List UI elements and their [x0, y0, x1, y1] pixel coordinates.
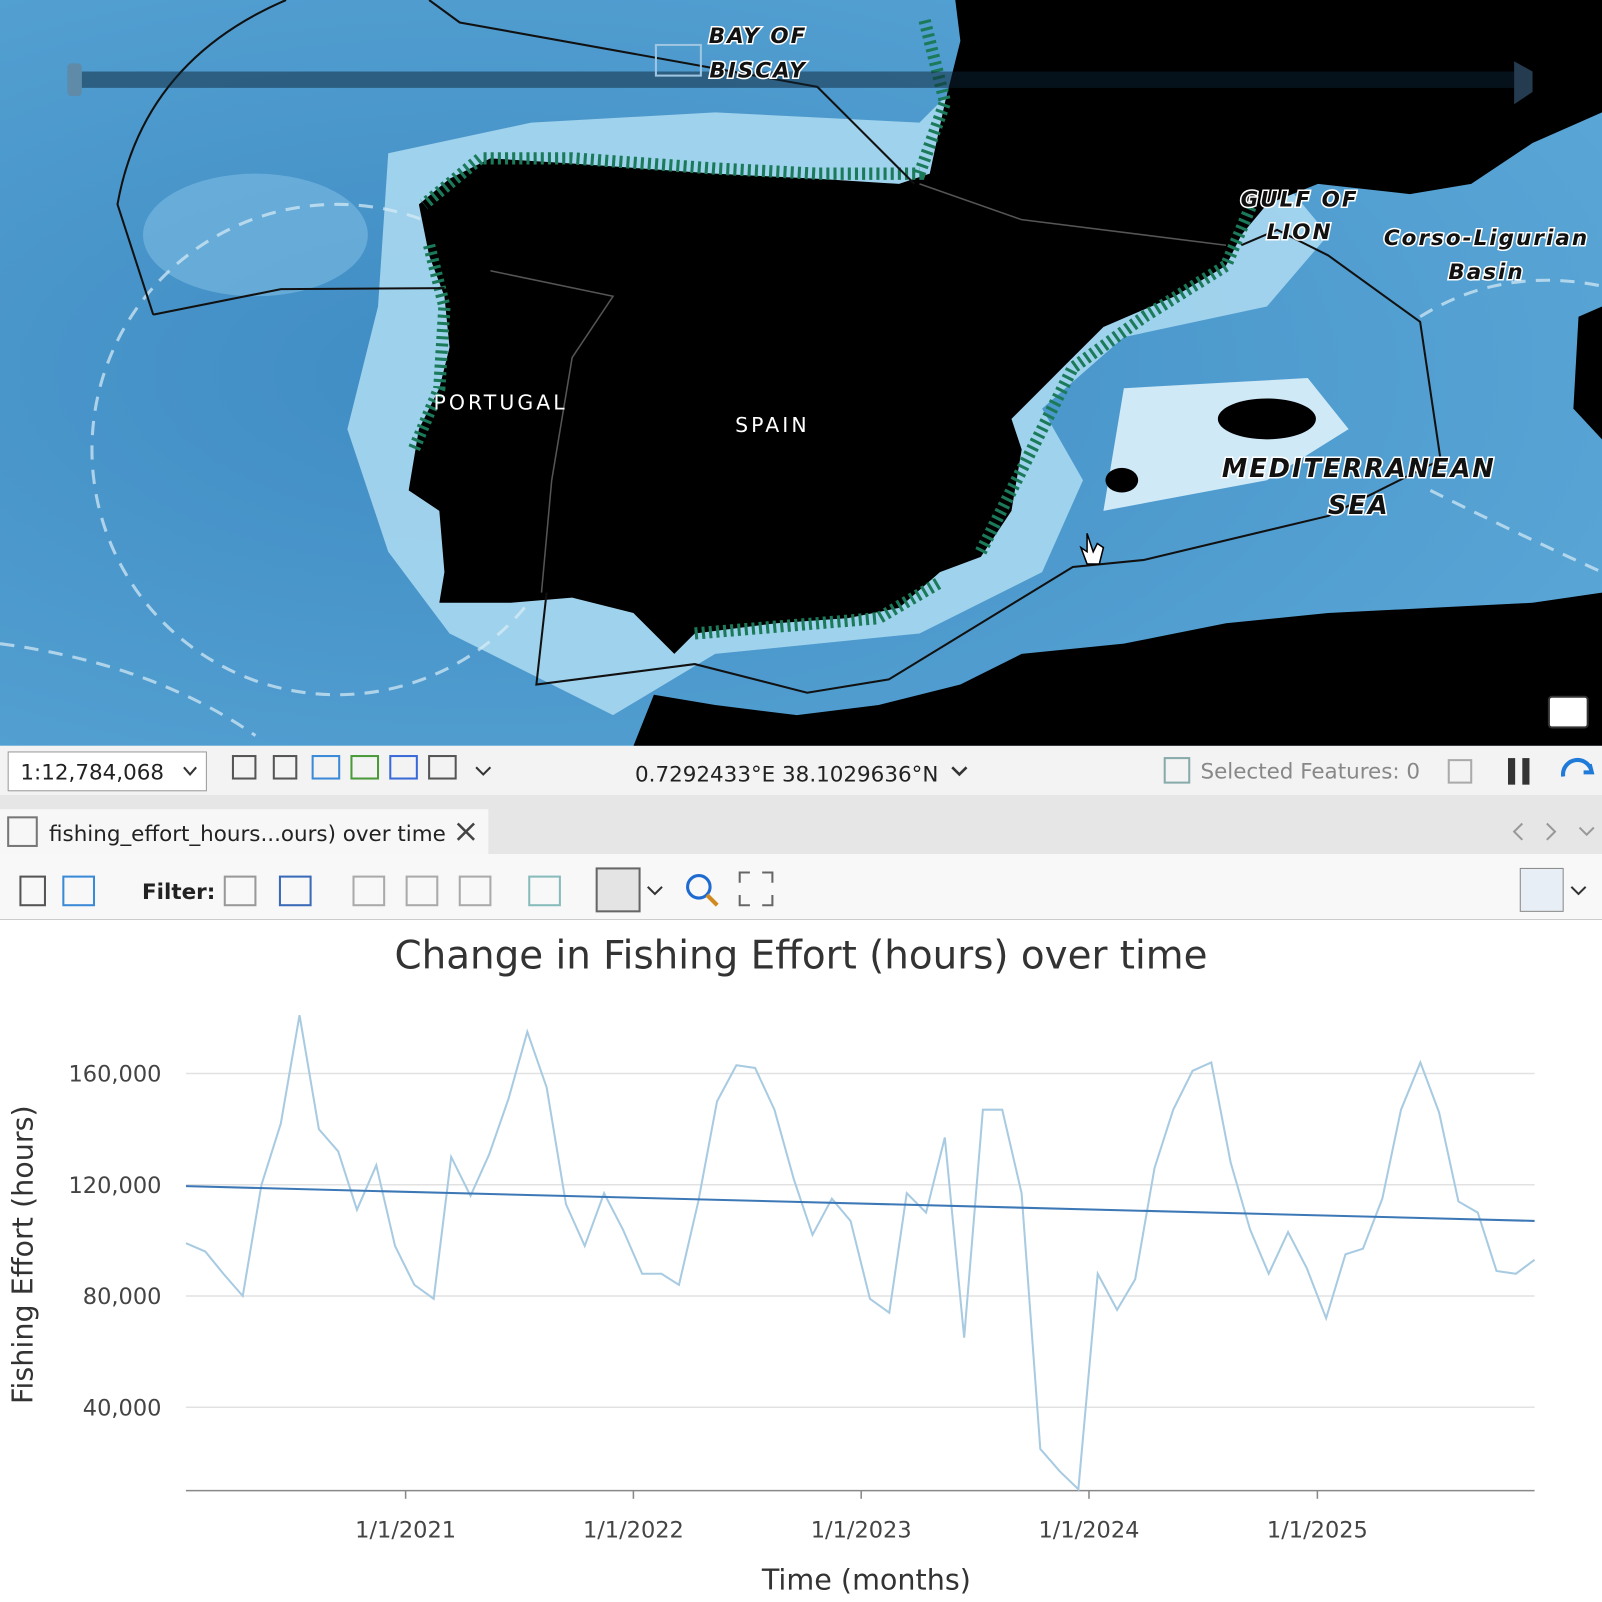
- land: [1573, 306, 1602, 440]
- dropdown[interactable]: [951, 766, 968, 777]
- tool-icon[interactable]: [311, 755, 341, 780]
- tool-icon[interactable]: [528, 875, 561, 907]
- chart: Change in Fishing Effort (hours) over ti…: [6, 934, 1536, 1597]
- map-label: PORTUGAL: [434, 391, 568, 415]
- pause[interactable]: [1508, 758, 1516, 785]
- map-label: BISCAY: [709, 59, 807, 84]
- tool-icon[interactable]: [428, 755, 457, 780]
- zoom[interactable]: [705, 893, 719, 907]
- tool-icon[interactable]: [19, 875, 46, 907]
- map-label: LION: [1267, 220, 1333, 245]
- map-label: SPAIN: [735, 413, 810, 437]
- chart-toolbar: [0, 854, 1602, 920]
- tool-icon[interactable]: [352, 875, 386, 907]
- x-tick-label: 1/1/2024: [1039, 1518, 1140, 1544]
- zoom[interactable]: [686, 874, 712, 900]
- tool-icon[interactable]: [223, 875, 257, 907]
- pause[interactable]: [1522, 758, 1530, 785]
- full-extent[interactable]: [738, 871, 774, 907]
- map-label: MEDITERRANEAN: [1222, 454, 1496, 484]
- x-tick-label: 1/1/2022: [583, 1518, 684, 1544]
- tool-icon[interactable]: [1447, 759, 1473, 784]
- tool-icon[interactable]: [278, 875, 312, 907]
- tool-icon[interactable]: [405, 875, 439, 907]
- dropdown[interactable]: [475, 766, 492, 776]
- close[interactable]: [456, 822, 475, 841]
- y-tick-label: 120,000: [69, 1173, 162, 1199]
- status-tools[interactable]: [231, 755, 457, 780]
- data-line: [185, 1014, 1536, 1492]
- tool-icon[interactable]: [62, 875, 96, 907]
- tab-title: fishing_effort_hours...ours) over time: [49, 822, 446, 847]
- x-axis-title: Time (months): [761, 1563, 971, 1597]
- map-label: BAY OF: [709, 24, 808, 49]
- tool-icon[interactable]: [231, 755, 257, 780]
- tab[interactable]: [0, 809, 489, 855]
- map-label: Basin: [1448, 260, 1524, 285]
- tool-icon[interactable]: [389, 755, 418, 780]
- x-tick-label: 1/1/2025: [1267, 1518, 1368, 1544]
- filter-label: Filter:: [142, 880, 215, 905]
- slider-window[interactable]: [654, 43, 702, 77]
- legend-button[interactable]: [1547, 695, 1589, 729]
- seamount: [143, 173, 368, 297]
- island: [1105, 467, 1139, 493]
- dropdown[interactable]: [183, 766, 197, 777]
- map-label: SEA: [1328, 491, 1390, 521]
- map-label: GULF OF: [1241, 187, 1359, 212]
- y-axis-title: Fishing Effort (hours): [6, 1105, 40, 1404]
- island: [1217, 398, 1316, 440]
- tab-icon: [7, 816, 38, 847]
- dropdown[interactable]: [647, 886, 663, 896]
- map-label: Corso-Ligurian: [1384, 226, 1589, 251]
- land: [408, 0, 1602, 654]
- selected-features: Selected Features: 0: [1200, 760, 1420, 785]
- x-tick-label: 1/1/2023: [811, 1518, 912, 1544]
- eez-dashed: [0, 278, 1602, 737]
- time-slider[interactable]: [81, 71, 1523, 88]
- scale-box[interactable]: [7, 751, 207, 792]
- y-tick-label: 160,000: [69, 1062, 162, 1088]
- tool-icon[interactable]: [458, 875, 492, 907]
- y-tick-label: 40,000: [83, 1395, 162, 1421]
- dropdown[interactable]: [1570, 886, 1587, 896]
- status-bar: [0, 745, 1602, 795]
- select-icon[interactable]: [1163, 757, 1191, 784]
- slider-handle[interactable]: [67, 63, 82, 97]
- trend-line: [185, 1185, 1535, 1222]
- border: [490, 183, 1227, 593]
- scale: 1:12,784,068: [20, 761, 164, 786]
- refresh[interactable]: [1561, 757, 1595, 777]
- tool-icon[interactable]: [272, 755, 298, 780]
- map[interactable]: BAY OF BISCAY GULF OF LION Corso-Ligurian Bas…: [0, 0, 1602, 746]
- slider-handle[interactable]: [1514, 61, 1533, 105]
- x-tick-label: 1/1/2021: [355, 1518, 456, 1544]
- chart-title: Change in Fishing Effort (hours) over ti…: [395, 934, 1208, 979]
- tab-nav[interactable]: [1512, 822, 1595, 841]
- land: [633, 592, 1602, 746]
- map-labels: BAY OF BISCAY GULF OF LION Corso-Ligurian Bas…: [434, 22, 1589, 522]
- legend-toggle[interactable]: [1519, 867, 1564, 912]
- y-tick-label: 80,000: [83, 1284, 162, 1310]
- tool-icon[interactable]: [350, 755, 380, 780]
- cursor: [1079, 533, 1105, 565]
- coordinates: 0.7292433°E 38.1029636°N: [635, 763, 938, 788]
- select-tool[interactable]: [595, 867, 641, 913]
